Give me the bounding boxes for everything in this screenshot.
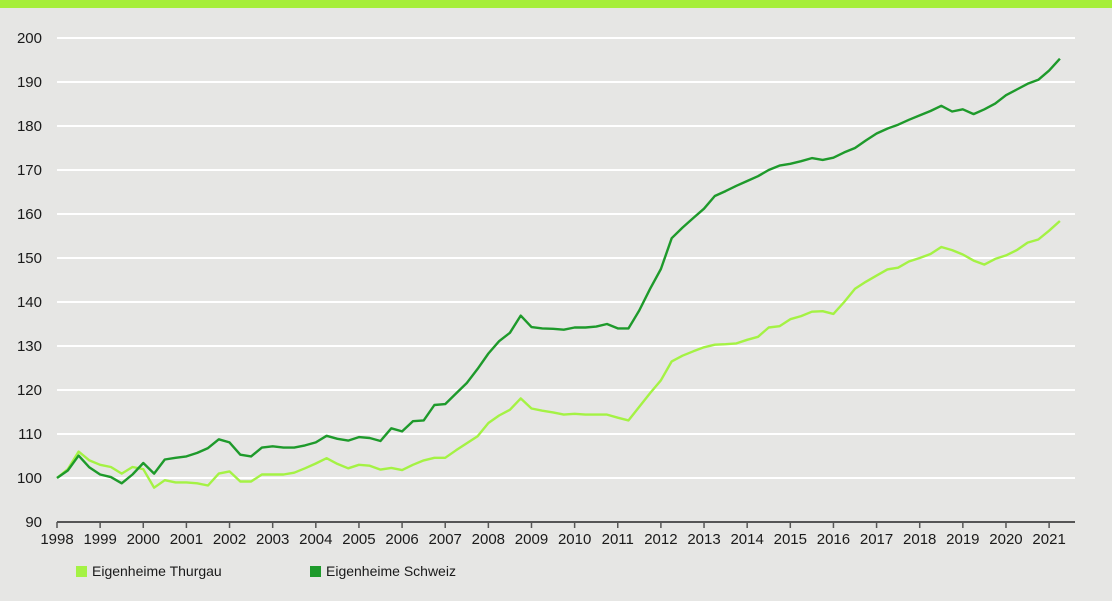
series-line-thurgau: [56, 220, 1061, 489]
x-tick-label: 2013: [687, 531, 720, 548]
series-line-schweiz: [56, 57, 1061, 485]
y-tick-label: 180: [17, 118, 42, 135]
x-tick-label: 2015: [774, 531, 807, 548]
top-accent-bar: [0, 0, 1112, 8]
x-tick-label: 2003: [256, 531, 289, 548]
legend-swatch-schweiz: [310, 565, 321, 577]
x-tick-label: 2008: [472, 531, 505, 548]
x-tick-label: 2021: [1032, 531, 1065, 548]
x-tick-label: 2010: [558, 531, 591, 548]
y-tick-label: 170: [17, 162, 42, 179]
x-tick-label: 2007: [429, 531, 462, 548]
x-tick-label: 2000: [127, 531, 160, 548]
y-tick-label: 110: [18, 426, 42, 443]
legend-item-schweiz: Eigenheime Schweiz: [310, 563, 456, 579]
x-tick-label: 2009: [515, 531, 548, 548]
y-tick-label: 100: [17, 470, 42, 487]
series-lines: [56, 57, 1061, 489]
x-tick-label: 2005: [342, 531, 375, 548]
y-tick-label: 200: [17, 30, 42, 47]
legend-label-thurgau: Eigenheime Thurgau: [92, 563, 222, 579]
y-tick-label: 160: [17, 206, 42, 223]
x-axis-ticks: 1998 1999 2000 2001 2002 2003 2004 2005 2006 2007…: [40, 522, 1066, 548]
y-tick-label: 190: [17, 74, 42, 91]
x-tick-label: 2001: [170, 531, 203, 548]
gridlines: [57, 37, 1075, 479]
x-tick-label: 2014: [730, 531, 763, 548]
x-tick-label: 2018: [903, 531, 936, 548]
x-tick-label: 2006: [385, 531, 418, 548]
x-tick-label: 2012: [644, 531, 677, 548]
y-axis-ticks: 90 100 110 120 130 140 150 160 170 180 190 200: [17, 30, 42, 531]
legend-swatch-thurgau: [76, 565, 87, 577]
x-tick-label: 2004: [299, 531, 332, 548]
x-tick-label: 2020: [989, 531, 1022, 548]
legend-item-thurgau: Eigenheime Thurgau: [76, 563, 222, 579]
legend-label-schweiz: Eigenheime Schweiz: [326, 563, 456, 579]
x-tick-label: 2019: [946, 531, 979, 548]
x-tick-label: 1998: [40, 531, 73, 548]
y-tick-label: 120: [17, 382, 42, 399]
y-tick-label: 130: [17, 338, 42, 355]
x-tick-label: 2016: [817, 531, 850, 548]
x-tick-label: 2017: [860, 531, 893, 548]
x-tick-label: 2011: [602, 531, 634, 548]
x-tick-label: 1999: [83, 531, 116, 548]
x-tick-label: 2002: [213, 531, 246, 548]
y-tick-label: 150: [17, 250, 42, 267]
y-tick-label: 90: [25, 514, 42, 531]
y-tick-label: 140: [17, 294, 42, 311]
